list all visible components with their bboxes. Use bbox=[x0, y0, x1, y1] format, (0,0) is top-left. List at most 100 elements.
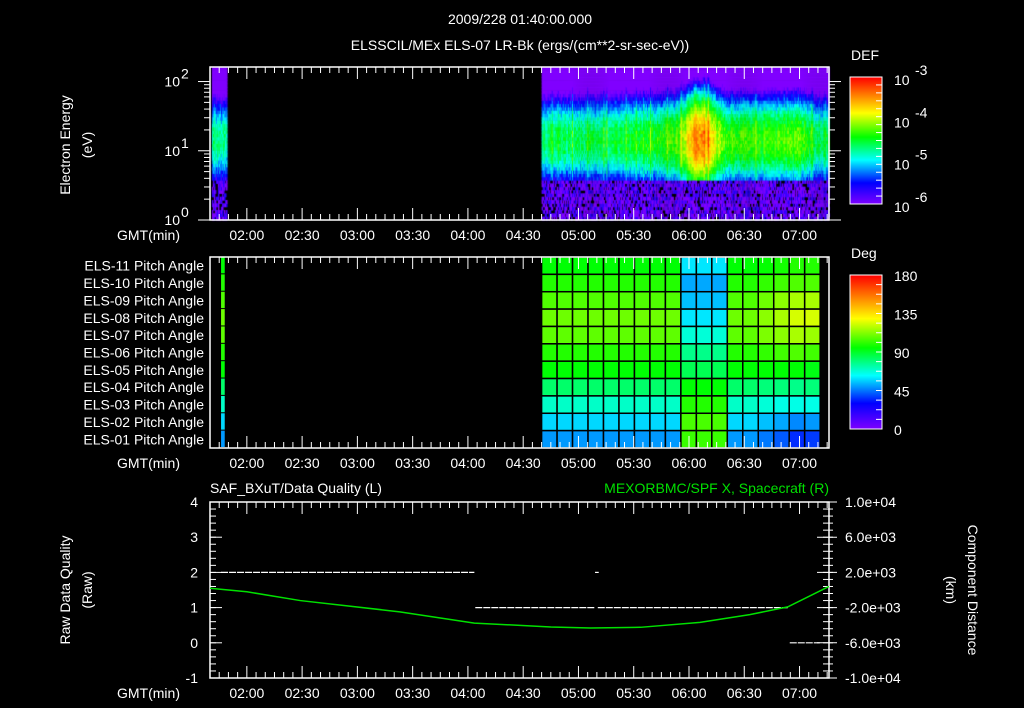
pitch-cell bbox=[788, 256, 806, 276]
deg-colorbar-swatch bbox=[850, 418, 882, 420]
deg-colorbar-swatch bbox=[850, 281, 882, 283]
deg-colorbar-swatch bbox=[850, 409, 882, 411]
pitch-cell bbox=[649, 290, 667, 310]
pitch-row-label: ELS-10 Pitch Angle bbox=[83, 275, 204, 291]
deg-colorbar-swatch bbox=[850, 328, 882, 330]
time-tick-label: 04:30 bbox=[506, 227, 541, 243]
deg-colorbar-swatch bbox=[850, 294, 882, 296]
pitch-cell bbox=[540, 377, 558, 397]
pitch-row-label: ELS-01 Pitch Angle bbox=[83, 431, 204, 447]
def-colorbar-swatch bbox=[850, 141, 882, 143]
pitch-cell bbox=[772, 273, 790, 293]
pitch-cell bbox=[803, 377, 821, 397]
deg-colorbar-swatch bbox=[850, 376, 882, 378]
time-tick-label: 05:00 bbox=[561, 455, 596, 471]
def-colorbar-swatch bbox=[850, 188, 882, 190]
deg-colorbar-swatch bbox=[850, 348, 882, 350]
pitch-cell bbox=[618, 273, 636, 293]
def-colorbar-swatch bbox=[850, 185, 882, 187]
pitch-cell bbox=[788, 412, 806, 432]
pitch-cell bbox=[664, 343, 682, 362]
def-colorbar-swatch bbox=[850, 186, 882, 188]
pitch-cell bbox=[633, 343, 651, 362]
def-colorbar-swatch bbox=[850, 107, 882, 109]
def-colorbar-swatch bbox=[850, 193, 882, 195]
time-tick-label: 05:00 bbox=[561, 685, 596, 701]
pitch-cell bbox=[221, 413, 225, 430]
def-colorbar-swatch bbox=[850, 81, 882, 83]
pitch-cell bbox=[695, 360, 713, 380]
pitch-cell bbox=[571, 377, 589, 397]
pitch-cell bbox=[803, 395, 821, 415]
deg-colorbar-swatch bbox=[850, 406, 882, 408]
deg-colorbar-swatch bbox=[850, 289, 882, 291]
deg-colorbar-swatch bbox=[850, 412, 882, 414]
def-colorbar-swatch bbox=[850, 80, 882, 82]
pitch-cell bbox=[221, 309, 225, 326]
deg-colorbar-swatch bbox=[850, 326, 882, 328]
def-colorbar-swatch bbox=[850, 87, 882, 89]
time-tick-label: 03:00 bbox=[340, 685, 375, 701]
def-colorbar-swatch bbox=[850, 173, 882, 175]
plot-title: ELSSCIL/MEx ELS-07 LR-Bk (ergs/(cm**2-sr… bbox=[351, 37, 689, 53]
def-colorbar-swatch bbox=[850, 190, 882, 192]
time-axis-label: GMT(min) bbox=[117, 685, 180, 701]
deg-colorbar-swatch bbox=[850, 380, 882, 382]
deg-colorbar-swatch bbox=[850, 373, 882, 375]
pitch-cell bbox=[695, 308, 713, 328]
deg-colorbar-swatch bbox=[850, 301, 882, 303]
pitch-cell bbox=[711, 308, 729, 328]
pitch-cell bbox=[711, 256, 729, 276]
def-colorbar-swatch bbox=[850, 156, 882, 158]
deg-colorbar-swatch bbox=[850, 321, 882, 323]
pitch-cell bbox=[803, 273, 821, 293]
pitch-cell bbox=[587, 308, 605, 328]
def-colorbar-swatch bbox=[850, 164, 882, 166]
deg-colorbar-swatch bbox=[850, 402, 882, 404]
def-colorbar-swatch bbox=[850, 111, 882, 113]
def-colorbar-swatch bbox=[850, 85, 882, 87]
deg-colorbar-swatch bbox=[850, 383, 882, 385]
deg-colorbar-swatch bbox=[850, 332, 882, 334]
deg-colorbar-swatch bbox=[850, 368, 882, 370]
def-colorbar-swatch bbox=[850, 166, 882, 168]
deg-colorbar-swatch bbox=[850, 375, 882, 377]
pitch-cell bbox=[602, 290, 620, 310]
dq-ylabel-2: (Raw) bbox=[79, 571, 95, 608]
def-colorbar-swatch bbox=[850, 183, 882, 185]
pitch-cell bbox=[633, 308, 651, 328]
pitch-cell bbox=[772, 360, 790, 380]
pitch-cell bbox=[618, 325, 636, 345]
pitch-cell bbox=[742, 429, 760, 449]
pitch-cell bbox=[711, 290, 729, 310]
def-colorbar-swatch bbox=[850, 123, 882, 125]
def-colorbar-swatch bbox=[850, 151, 882, 153]
deg-colorbar-swatch bbox=[850, 317, 882, 319]
deg-colorbar-swatch bbox=[850, 417, 882, 419]
pitch-cell bbox=[602, 377, 620, 397]
time-axis-label: GMT(min) bbox=[117, 455, 180, 471]
def-colorbar-exp: -4 bbox=[915, 104, 928, 120]
pitch-cell bbox=[803, 360, 821, 380]
pitch-cell bbox=[726, 395, 744, 415]
time-tick-label: 06:00 bbox=[671, 455, 706, 471]
deg-colorbar-swatch bbox=[850, 385, 882, 387]
deg-colorbar-swatch bbox=[850, 297, 882, 299]
pitch-cell bbox=[757, 343, 775, 362]
time-tick-label: 03:30 bbox=[395, 685, 430, 701]
def-colorbar-swatch bbox=[850, 177, 882, 179]
deg-colorbar-swatch bbox=[850, 393, 882, 395]
pitch-cell bbox=[788, 273, 806, 293]
deg-colorbar-swatch bbox=[850, 421, 882, 423]
deg-colorbar-swatch bbox=[850, 307, 882, 309]
def-colorbar-swatch bbox=[850, 187, 882, 189]
deg-colorbar-swatch bbox=[850, 346, 882, 348]
pitch-cell bbox=[695, 395, 713, 415]
pitch-cell bbox=[571, 412, 589, 432]
time-tick-label: 04:30 bbox=[506, 455, 541, 471]
deg-colorbar-swatch bbox=[850, 278, 882, 280]
pitch-cell bbox=[695, 290, 713, 310]
pitch-cell bbox=[556, 273, 574, 293]
def-colorbar-swatch bbox=[850, 195, 882, 197]
deg-colorbar-swatch bbox=[850, 310, 882, 312]
